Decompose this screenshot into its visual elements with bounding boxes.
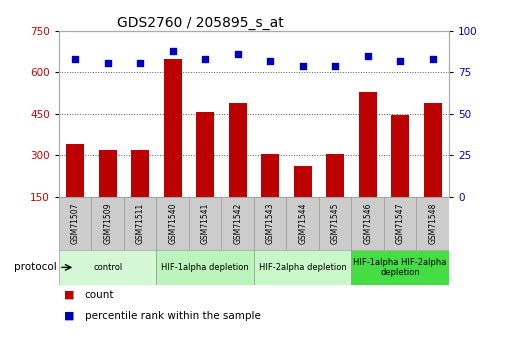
Text: GSM71542: GSM71542	[233, 203, 242, 244]
Point	[396, 58, 404, 63]
Bar	[359, 92, 377, 197]
Bar	[99, 150, 116, 197]
Bar	[351, 197, 384, 250]
Text: ■: ■	[64, 311, 74, 321]
Bar	[164, 59, 182, 197]
Bar	[294, 166, 311, 197]
Text: GSM71541: GSM71541	[201, 203, 210, 244]
Bar	[91, 197, 124, 250]
Bar	[319, 197, 351, 250]
Bar	[424, 103, 442, 197]
Text: GSM71548: GSM71548	[428, 203, 437, 244]
Bar	[131, 150, 149, 197]
Text: control: control	[93, 263, 123, 272]
Text: count: count	[85, 290, 114, 300]
Point	[104, 60, 112, 65]
Bar	[124, 197, 156, 250]
Bar	[391, 115, 409, 197]
Text: GSM71543: GSM71543	[266, 203, 274, 244]
Text: GSM71507: GSM71507	[71, 203, 80, 244]
Text: protocol: protocol	[14, 263, 56, 272]
Point	[233, 51, 242, 57]
Text: GSM71546: GSM71546	[363, 203, 372, 244]
Bar	[286, 197, 319, 250]
Point	[428, 57, 437, 62]
Point	[364, 53, 372, 59]
Text: GSM71540: GSM71540	[168, 203, 177, 244]
Bar	[254, 197, 286, 250]
Bar	[326, 154, 344, 197]
Text: GSM71509: GSM71509	[103, 203, 112, 244]
Bar	[417, 197, 449, 250]
Text: GSM71545: GSM71545	[331, 203, 340, 244]
Bar	[384, 197, 417, 250]
Point	[266, 58, 274, 63]
Point	[71, 57, 80, 62]
Bar	[351, 250, 449, 285]
Text: GSM71547: GSM71547	[396, 203, 405, 244]
Point	[169, 48, 177, 54]
Text: HIF-1alpha depletion: HIF-1alpha depletion	[161, 263, 249, 272]
Bar	[229, 103, 247, 197]
Bar	[189, 197, 222, 250]
Bar	[59, 250, 156, 285]
Bar	[254, 250, 351, 285]
Point	[201, 57, 209, 62]
Text: GDS2760 / 205895_s_at: GDS2760 / 205895_s_at	[117, 16, 284, 30]
Text: percentile rank within the sample: percentile rank within the sample	[85, 311, 261, 321]
Bar	[156, 250, 254, 285]
Bar	[222, 197, 254, 250]
Point	[136, 60, 144, 65]
Bar	[59, 197, 91, 250]
Text: ■: ■	[64, 290, 74, 300]
Text: HIF-2alpha depletion: HIF-2alpha depletion	[259, 263, 347, 272]
Bar	[196, 112, 214, 197]
Text: GSM71511: GSM71511	[136, 203, 145, 244]
Point	[331, 63, 339, 69]
Point	[299, 63, 307, 69]
Bar	[261, 154, 279, 197]
Bar	[156, 197, 189, 250]
Bar	[66, 144, 84, 197]
Text: HIF-1alpha HIF-2alpha
depletion: HIF-1alpha HIF-2alpha depletion	[353, 258, 447, 277]
Text: GSM71544: GSM71544	[298, 203, 307, 244]
